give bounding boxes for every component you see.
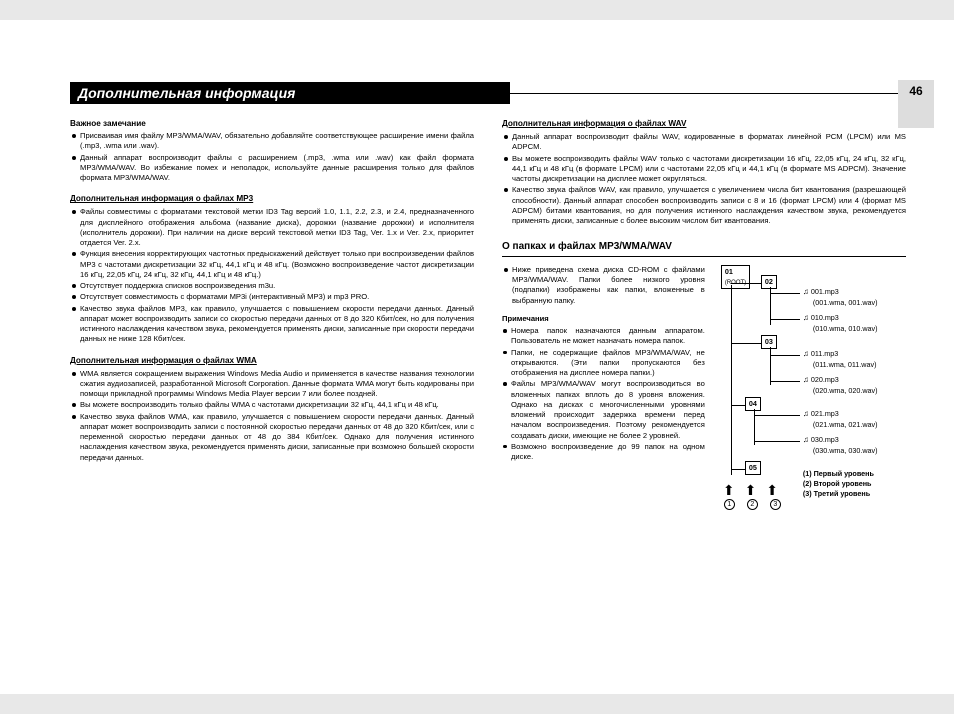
list-item: WMA является сокращением выражения Windo… bbox=[70, 369, 474, 400]
music-note-icon: ♫ bbox=[803, 435, 809, 446]
tree-line bbox=[770, 355, 800, 356]
file-alt: (001.wma, 001.wav) bbox=[813, 298, 878, 307]
header-bar: Дополнительная информация bbox=[70, 82, 906, 104]
legend: (1) Первый уровень (2) Второй уровень (3… bbox=[803, 469, 874, 499]
list-item: Данный аппарат воспроизводит файлы WAV, … bbox=[502, 132, 906, 153]
file-alt: (021.wma, 021.wav) bbox=[813, 420, 878, 429]
notes-title: Примечания bbox=[502, 314, 705, 324]
folder-05: 05 bbox=[745, 461, 761, 475]
folder-label: 01 bbox=[725, 267, 733, 276]
list-item: Вы можете воспроизводить файлы WAV тольк… bbox=[502, 154, 906, 185]
file-name: 011.mp3 bbox=[811, 349, 838, 358]
legend-line: (1) Первый уровень bbox=[803, 469, 874, 479]
s2-title: Дополнительная информация о файлах MP3 bbox=[70, 193, 474, 204]
tree-line bbox=[754, 441, 800, 442]
right-text-block: Ниже приведена схема диска CD-ROM с файл… bbox=[502, 265, 705, 525]
right-column: Дополнительная информация о файлах WAV Д… bbox=[502, 118, 906, 525]
header-title: Дополнительная информация bbox=[70, 82, 510, 104]
tree-line bbox=[770, 319, 800, 320]
list-item: Качество звука файлов WAV, как правило, … bbox=[502, 185, 906, 226]
header-rule bbox=[510, 93, 906, 94]
file-entry: ♫011.mp3 (011.wma, 011.wav) bbox=[803, 349, 877, 370]
s4-list: Данный аппарат воспроизводит файлы WAV, … bbox=[502, 132, 906, 226]
list-item: Ниже приведена схема диска CD-ROM с файл… bbox=[502, 265, 705, 306]
left-column: Важное замечание Присваивая имя файлу MP… bbox=[70, 118, 474, 525]
list-item: Файлы совместимы с форматами текстовой м… bbox=[70, 207, 474, 248]
tree-line bbox=[731, 283, 761, 284]
file-name: 021.mp3 bbox=[811, 409, 839, 418]
file-alt: (030.wma, 030.wav) bbox=[813, 446, 878, 455]
music-note-icon: ♫ bbox=[803, 349, 809, 360]
file-name: 001.mp3 bbox=[811, 287, 839, 296]
file-entry: ♫020.mp3 (020.wma, 020.wav) bbox=[803, 375, 878, 396]
right-split: Ниже приведена схема диска CD-ROM с файл… bbox=[502, 265, 906, 525]
page-number: 46 bbox=[909, 84, 922, 98]
legend-line: (3) Третий уровень bbox=[803, 489, 874, 499]
file-alt: (011.wma, 011.wav) bbox=[813, 360, 877, 369]
tree-line bbox=[731, 469, 745, 470]
page-number-box: 46 bbox=[898, 80, 934, 128]
tree-line bbox=[770, 347, 771, 385]
list-item: Возможно воспроизведение до 99 папок на … bbox=[502, 442, 705, 463]
intro-list: Ниже приведена схема диска CD-ROM с файл… bbox=[502, 265, 705, 306]
list-item: Папки, не содержащие файлов MP3/WMA/WAV,… bbox=[502, 348, 705, 379]
circle-1-icon: 1 bbox=[724, 499, 735, 510]
tree-line bbox=[770, 381, 800, 382]
music-note-icon: ♫ bbox=[803, 287, 809, 298]
legend-line: (2) Второй уровень bbox=[803, 479, 874, 489]
content-columns: Важное замечание Присваивая имя файлу MP… bbox=[70, 118, 906, 525]
circle-2-icon: 2 bbox=[747, 499, 758, 510]
tree-line bbox=[731, 343, 761, 344]
s4-title: Дополнительная информация о файлах WAV bbox=[502, 118, 906, 129]
arrow-up-icon: ⬆ bbox=[766, 481, 778, 500]
folder-03: 03 bbox=[761, 335, 777, 349]
folder-02: 02 bbox=[761, 275, 777, 289]
list-item: Номера папок назначаются данным аппарато… bbox=[502, 326, 705, 347]
arrow-up-icon: ⬆ bbox=[723, 481, 735, 500]
list-item: Качество звука файлов MP3, как правило, … bbox=[70, 304, 474, 345]
section-rule bbox=[502, 256, 906, 257]
tree: 01 (ROOT) 02 ♫001.mp3(001.wma, 001.wav) … bbox=[713, 265, 906, 525]
tree-line bbox=[731, 285, 732, 475]
list-item: Функция внесения корректирующих частотны… bbox=[70, 249, 474, 280]
list-item: Качество звука файлов WMA, как правило, … bbox=[70, 412, 474, 463]
document-page: 46 Дополнительная информация Важное заме… bbox=[0, 20, 954, 694]
music-note-icon: ♫ bbox=[803, 313, 809, 324]
file-alt: (010.wma, 010.wav) bbox=[813, 324, 878, 333]
s3-list: WMA является сокращением выражения Windo… bbox=[70, 369, 474, 463]
level-arrows: ⬆ ⬆ ⬆ bbox=[723, 481, 778, 500]
file-name: 010.mp3 bbox=[811, 313, 839, 322]
level-numbers: 1 2 3 bbox=[724, 499, 781, 510]
list-item: Файлы MP3/WMA/WAV могут воспроизводиться… bbox=[502, 379, 705, 441]
file-entry: ♫030.mp3 (030.wma, 030.wav) bbox=[803, 435, 878, 456]
s1-title: Важное замечание bbox=[70, 118, 474, 129]
folder-tree-diagram: 01 (ROOT) 02 ♫001.mp3(001.wma, 001.wav) … bbox=[713, 265, 906, 525]
music-note-icon: ♫ bbox=[803, 375, 809, 386]
tree-line bbox=[731, 405, 745, 406]
s1-list: Присваивая имя файлу MP3/WMA/WAV, обязат… bbox=[70, 131, 474, 183]
file-entry: ♫021.mp3 (021.wma, 021.wav) bbox=[803, 409, 878, 430]
h2-section: О папках и файлах MP3/WMA/WAV bbox=[502, 240, 906, 254]
file-entry: ♫001.mp3 (001.wma, 001.wav) bbox=[803, 287, 878, 308]
notes-list: Номера папок назначаются данным аппарато… bbox=[502, 326, 705, 462]
folder-root: 01 (ROOT) bbox=[721, 265, 750, 289]
tree-line bbox=[770, 293, 800, 294]
file-alt: (020.wma, 020.wav) bbox=[813, 386, 878, 395]
tree-line bbox=[754, 415, 800, 416]
file-name: 030.mp3 bbox=[811, 435, 839, 444]
circle-3-icon: 3 bbox=[770, 499, 781, 510]
s3-title: Дополнительная информация о файлах WMA bbox=[70, 355, 474, 366]
music-note-icon: ♫ bbox=[803, 409, 809, 420]
list-item: Отсутствует поддержка списков воспроизве… bbox=[70, 281, 474, 291]
folder-04: 04 bbox=[745, 397, 761, 411]
list-item: Вы можете воспроизводить только файлы WM… bbox=[70, 400, 474, 410]
file-entry: ♫010.mp3 (010.wma, 010.wav) bbox=[803, 313, 878, 334]
list-item: Отсутствует совместимость с форматами MP… bbox=[70, 292, 474, 302]
file-name: 020.mp3 bbox=[811, 375, 839, 384]
arrow-up-icon: ⬆ bbox=[745, 481, 757, 500]
list-item: Данный аппарат воспроизводит файлы с рас… bbox=[70, 153, 474, 184]
s2-list: Файлы совместимы с форматами текстовой м… bbox=[70, 207, 474, 344]
list-item: Присваивая имя файлу MP3/WMA/WAV, обязат… bbox=[70, 131, 474, 152]
